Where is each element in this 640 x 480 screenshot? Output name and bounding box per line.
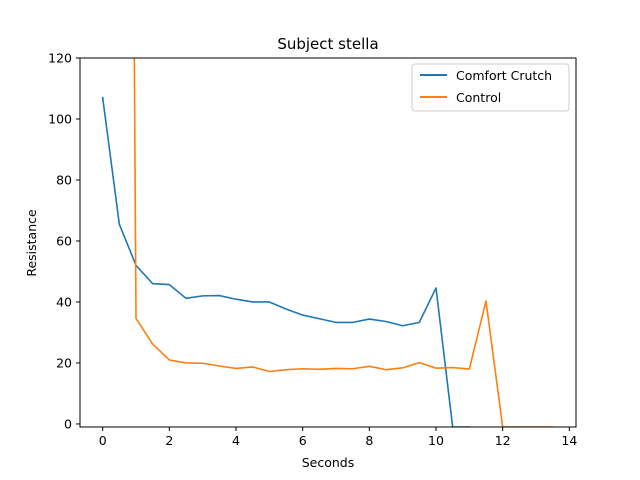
y-tick-label: 20 [56, 355, 72, 370]
y-tick-label: 120 [48, 51, 72, 66]
y-tick-label: 40 [56, 294, 72, 309]
series-line-control [133, 58, 554, 427]
x-tick-label: 0 [99, 433, 107, 448]
y-axis-label: Resistance [24, 209, 39, 277]
y-tick-label: 0 [64, 416, 72, 431]
legend-label-control: Control [456, 90, 501, 105]
legend-label-comfort-crutch: Comfort Crutch [456, 68, 552, 83]
legend: Comfort Crutch Control [411, 63, 570, 112]
x-tick-label: 8 [365, 433, 373, 448]
x-tick-label: 14 [561, 433, 577, 448]
series-line-comfort-crutch [101, 96, 471, 427]
chart-title: Subject stella [277, 35, 378, 53]
x-tick-label: 2 [165, 433, 173, 448]
y-tick-label: 80 [56, 172, 72, 187]
x-axis-label: Seconds [302, 455, 355, 470]
x-tick-label: 6 [299, 433, 307, 448]
x-tick-label: 4 [232, 433, 240, 448]
y-tick-label: 60 [56, 233, 72, 248]
x-tick-label: 10 [428, 433, 444, 448]
series-layer [101, 58, 554, 427]
x-tick-label: 12 [495, 433, 511, 448]
plot-frame [79, 57, 577, 428]
legend-box [411, 63, 570, 112]
axes-layer: 0 2 4 6 8 10 12 14 0 20 40 60 80 100 120 [48, 51, 577, 449]
y-tick-label: 100 [48, 111, 72, 126]
